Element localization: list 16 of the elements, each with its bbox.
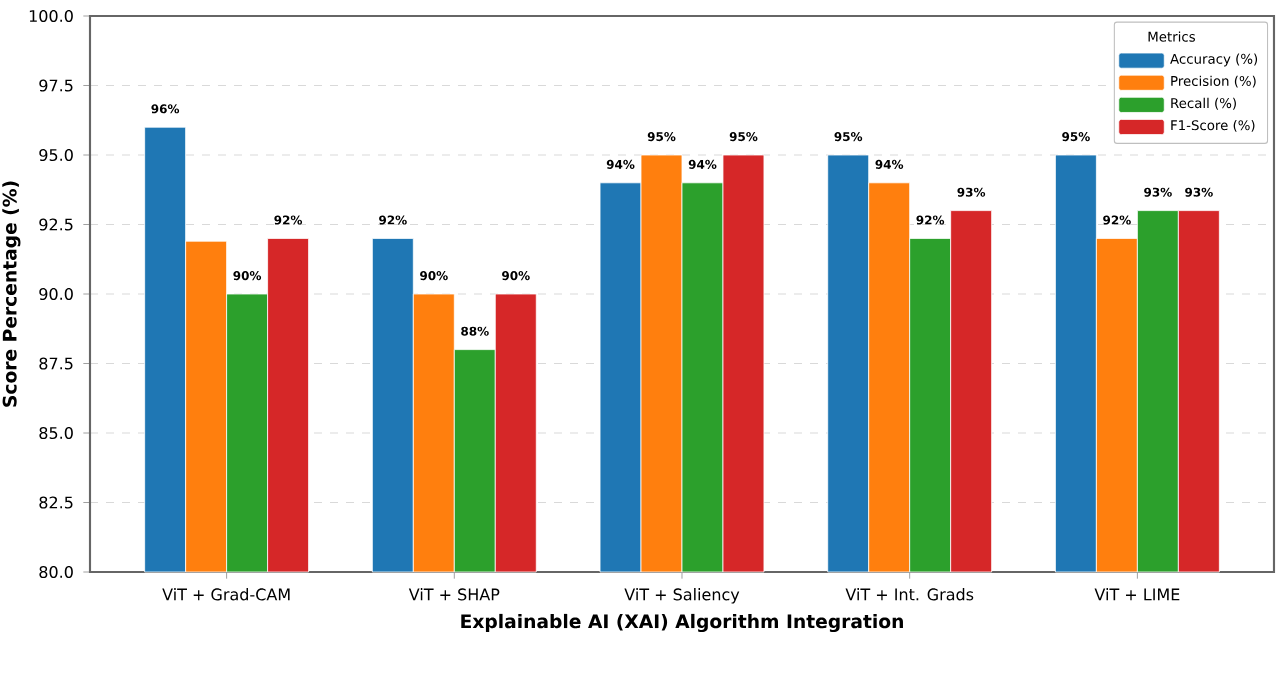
y-tick-label: 90.0 [39,287,73,301]
y-tick-label: 82.5 [39,496,73,509]
y-tick-label: 87.5 [39,357,73,370]
y-tick-label: 95.0 [39,148,73,162]
y-axis-title: Score Percentage (%) [2,181,21,407]
x-tick-label: ViT + LIME [1094,588,1180,601]
y-tick-label: 100.0 [29,9,73,23]
y-tick-label: 92.5 [39,218,73,231]
x-tick-label: ViT + Saliency [624,588,740,604]
y-tick-label: 80.0 [39,565,73,579]
x-tick-label: ViT + Grad-CAM [162,588,290,601]
x-tick-label: ViT + Int. Grads [845,588,974,601]
y-tick-label: 85.0 [39,426,73,440]
y-tick-label: 97.5 [39,79,73,92]
x-tick-label: ViT + SHAP [408,588,500,601]
x-axis-title: Explainable AI (XAI) Algorithm Integration [461,613,903,633]
